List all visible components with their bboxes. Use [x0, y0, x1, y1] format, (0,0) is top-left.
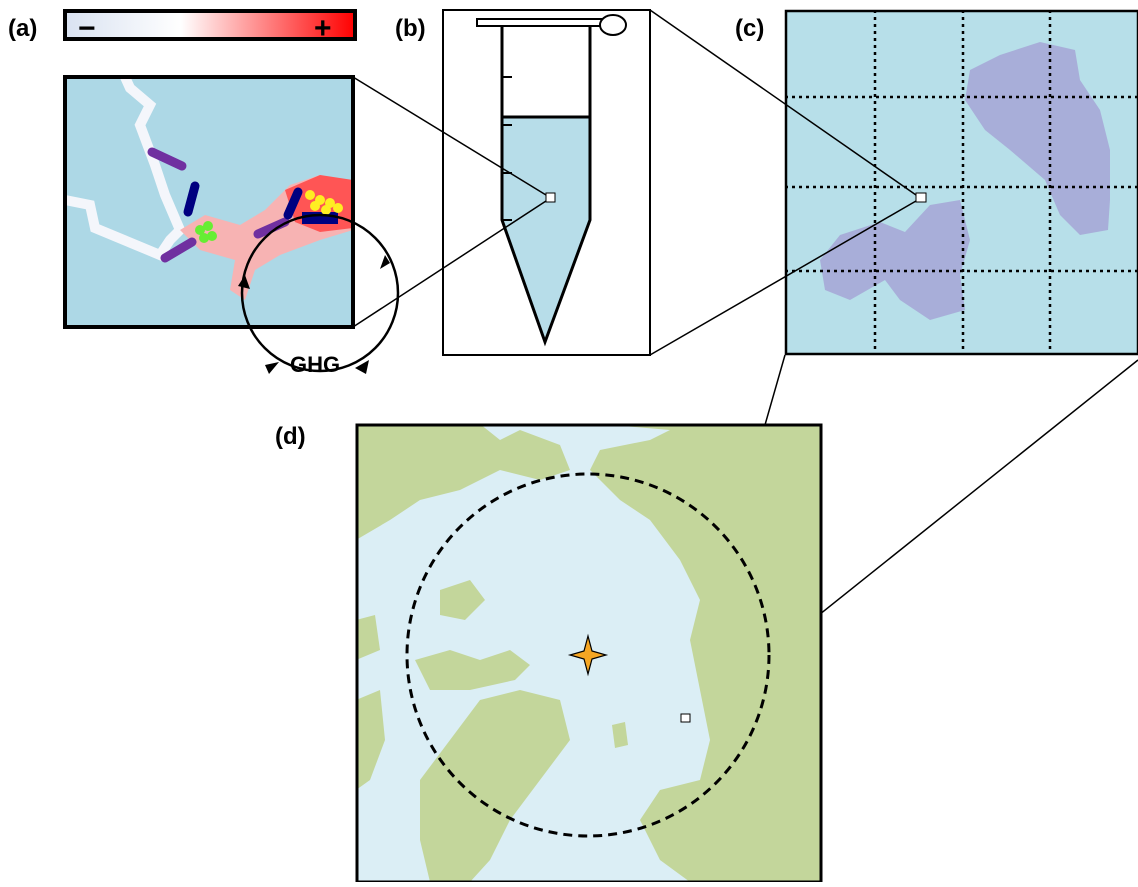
panel-label: (b): [395, 15, 426, 42]
panel-b: [443, 10, 650, 355]
cycle-label: GHG: [290, 352, 340, 377]
panel-d: [356, 424, 822, 882]
colorbar-low: −: [78, 12, 96, 45]
panel-c: [785, 10, 1138, 355]
panel-label: (d): [275, 423, 306, 450]
panel-label: (a): [8, 15, 37, 42]
panel-label: (c): [735, 15, 764, 42]
figure: (a) (b) (c) (d) − + GHG: [0, 0, 1138, 882]
panel-a: GHG: [65, 77, 398, 377]
colorbar-high: +: [314, 12, 332, 45]
colorbar: [65, 11, 355, 39]
